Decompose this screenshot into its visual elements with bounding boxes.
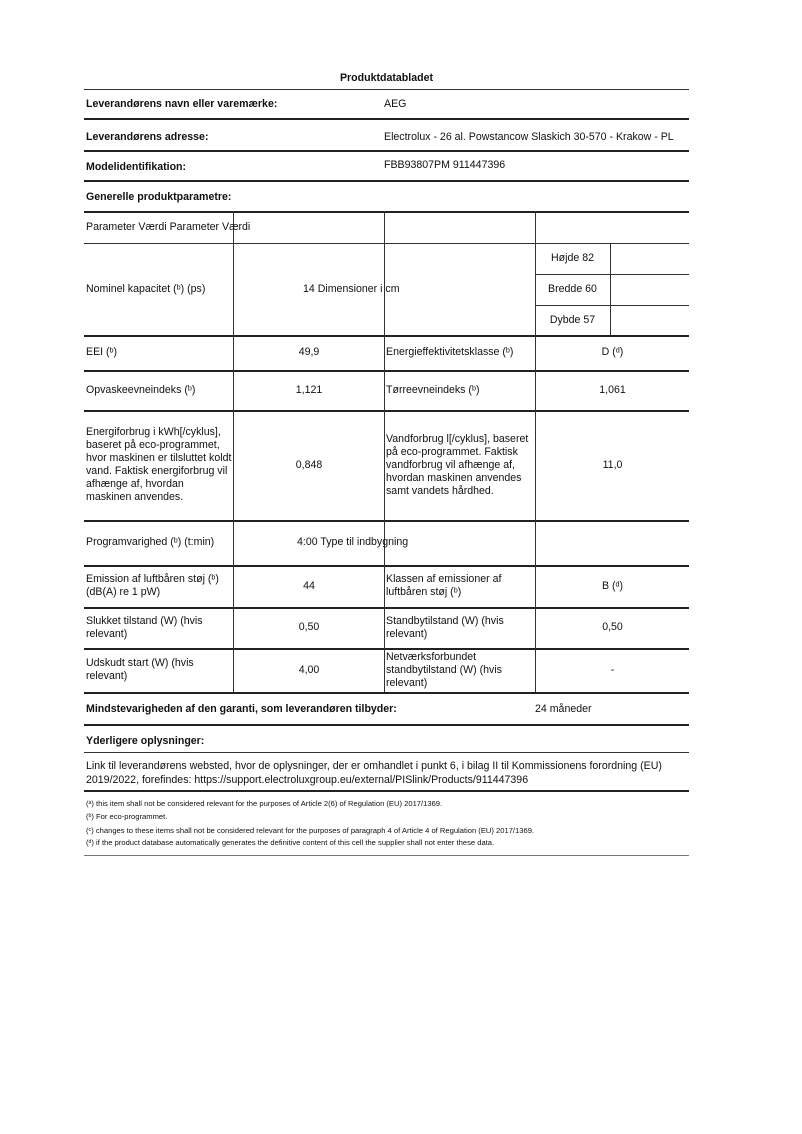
supplier-name-label: Leverandørens navn eller varemærke: [86, 98, 278, 110]
row-value: 49,9 [298, 346, 320, 358]
row-param: Udskudt start (W) (hvis relevant) [86, 657, 194, 682]
row-value: - [610, 663, 615, 676]
row-value: 0,50 [602, 621, 623, 633]
additional-heading: Yderligere oplysninger: [86, 735, 205, 747]
row-param: Vandforbrug l[/cyklus], baseret på eco-p… [386, 432, 529, 497]
row-value: 0,50 [298, 621, 320, 633]
supplier-address-value: Electrolux - 26 al. Powstancow Slaskich … [384, 131, 674, 143]
dimension-width: Bredde 60 [548, 283, 597, 295]
footnote-d: (ᵈ) if the product database automaticall… [86, 838, 495, 847]
page-title: Produktdatabladet [339, 72, 433, 84]
row-param: Slukket tilstand (W) (hvis relevant) [86, 614, 203, 640]
footnote-a: (ᵃ) this item shall not be considered re… [86, 799, 443, 808]
footnote-b: (ᵇ) For eco-programmet. [86, 812, 168, 821]
row-value: D (ᵈ) [601, 346, 624, 358]
row-value: 1,061 [599, 383, 626, 396]
row-value: 44 [303, 579, 315, 592]
dimension-height: Højde 82 [551, 252, 594, 264]
dimension-depth: Dybde 57 [549, 313, 596, 326]
divider [84, 118, 689, 120]
row-value: 11,0 [602, 458, 623, 471]
row-param: Emission af luftbåren støj (ᵇ) (dB(A) re… [86, 573, 219, 598]
row-param: Programvarighed (ᵇ) (t:min) [86, 536, 215, 548]
row-param: EEI (ᵇ) [86, 346, 118, 358]
divider [84, 150, 689, 152]
model-value: FBB93807PM 911447396 [384, 159, 506, 171]
row-param: Energiforbrug i kWh[/cyklus], baseret på… [86, 426, 232, 503]
row-value: 1,121 [295, 383, 323, 396]
row-param: Klassen af emissioner af luftbåren støj … [386, 573, 502, 598]
row-param: Standbytilstand (W) (hvis relevant) [386, 614, 504, 640]
row-value: 0,848 [295, 458, 323, 471]
model-label: Modelidentifikation: [86, 161, 187, 173]
divider [84, 89, 689, 90]
row-value: 4,00 [298, 663, 320, 676]
warranty-label: Mindstevarigheden af den garanti, som le… [86, 703, 397, 715]
general-heading: Generelle produktparametre: [86, 191, 232, 203]
capacity-value: 14 Dimensioner i cm [303, 282, 400, 295]
supplier-address-label: Leverandørens adresse: [86, 131, 209, 143]
row-param: Tørreevneindeks (ᵇ) [386, 383, 480, 396]
footnote-c: (ᶜ) changes to these items shall not be … [86, 826, 535, 835]
row-param: Netværksforbundet standbytilstand (W) (h… [386, 650, 502, 689]
row-param: Opvaskeevneindeks (ᵇ) [86, 383, 196, 396]
capacity-label: Nominel kapacitet (ᵇ) (ps) [86, 282, 206, 295]
warranty-value: 24 måneder [535, 703, 592, 715]
table-header: Parameter Værdi Parameter Værdi [86, 220, 251, 233]
divider [84, 180, 689, 182]
row-param: Energieffektivitetsklasse (ᵇ) [386, 346, 514, 358]
additional-text: Link til leverandørens websted, hvor de … [86, 760, 662, 786]
row-value: 4:00 Type til indbygning [297, 536, 409, 548]
supplier-name-value: AEG [384, 98, 407, 110]
row-value: B (ᵈ) [601, 579, 624, 592]
